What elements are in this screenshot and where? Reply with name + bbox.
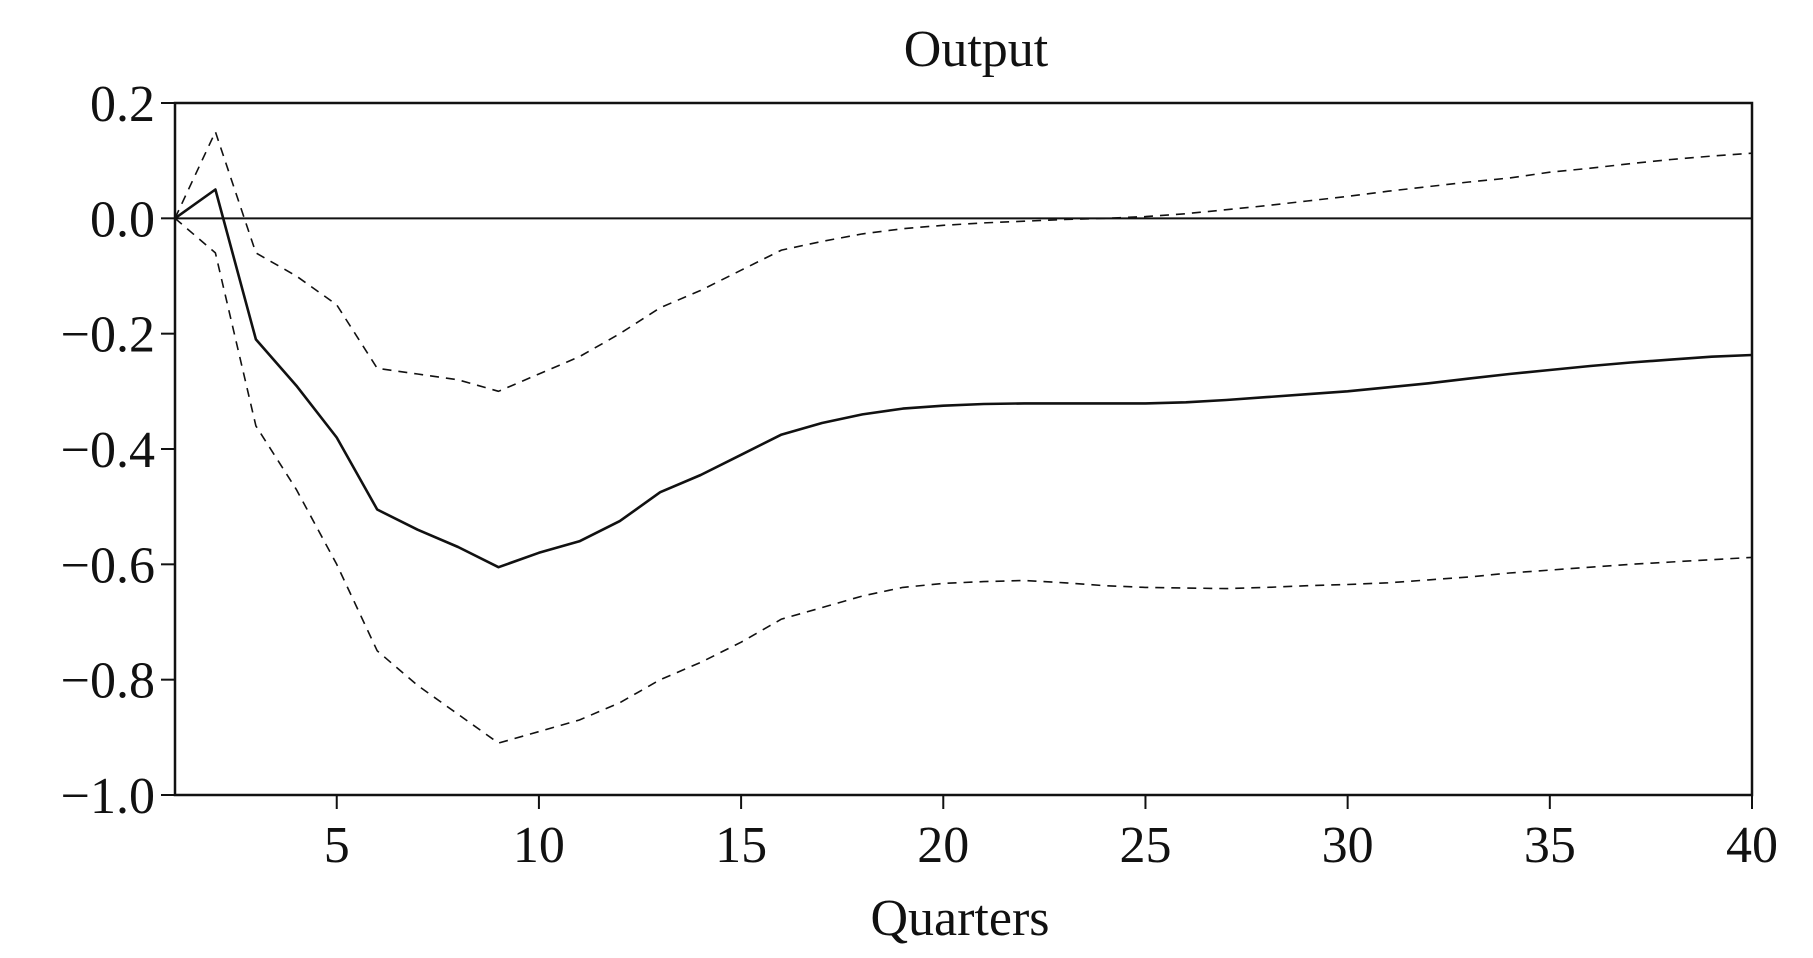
x-tick-label: 25 xyxy=(1119,817,1171,874)
y-tick-label: −0.6 xyxy=(61,537,155,594)
y-tick-label: −0.4 xyxy=(61,422,155,479)
x-tick-label: 15 xyxy=(715,817,767,874)
x-tick-label: 10 xyxy=(513,817,565,874)
x-tick-label: 30 xyxy=(1322,817,1374,874)
plot-area: 0.2 0.0 −0.2 −0.4 −0.6 −0.8 −1.0 5 10 15 20 25 30 35 4… xyxy=(61,76,1778,874)
x-tick-label: 20 xyxy=(917,817,969,874)
y-tick-label: −0.2 xyxy=(61,307,155,364)
x-tick-label: 5 xyxy=(324,817,350,874)
series-line-estimate xyxy=(174,188,1753,569)
chart-title: Output xyxy=(904,21,1049,78)
plot-frame xyxy=(173,101,1754,797)
y-tick-label: −1.0 xyxy=(61,768,155,825)
series-line-band-2 xyxy=(174,217,1753,744)
y-tick-label: 0.2 xyxy=(90,76,155,133)
x-axis-label: Quarters xyxy=(870,890,1049,947)
x-tick-label: 35 xyxy=(1524,817,1576,874)
y-tick-label: 0.0 xyxy=(90,191,155,248)
series-line-band-1 xyxy=(174,131,1753,393)
x-tick-label: 40 xyxy=(1726,817,1778,874)
y-tick-label: −0.8 xyxy=(61,653,155,710)
